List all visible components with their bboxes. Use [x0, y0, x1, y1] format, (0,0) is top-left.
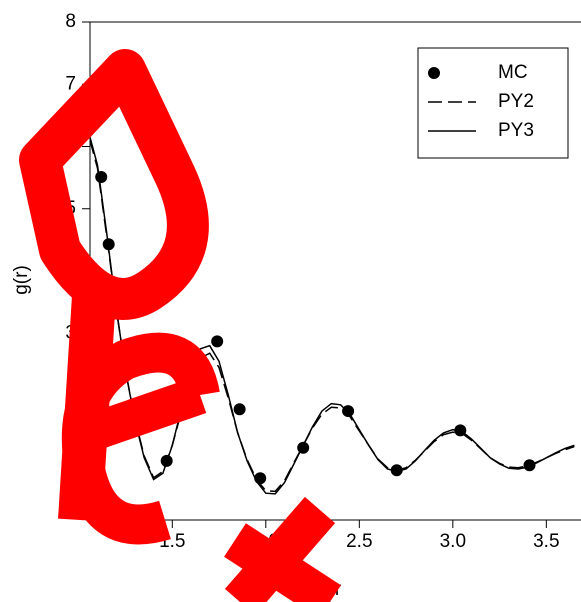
watermark-r-bowl [40, 70, 188, 299]
legend-label: PY3 [498, 120, 534, 141]
mc-point [254, 472, 266, 484]
legend-label: PY2 [498, 91, 534, 112]
y-tick-label: 7 [65, 73, 76, 94]
mc-point [95, 171, 107, 183]
x-tick-label: 3.5 [533, 531, 559, 552]
x-tick-label: 3.0 [440, 531, 466, 552]
watermark-e-loop [82, 353, 200, 525]
legend: MC PY2 PY3 [418, 48, 568, 158]
legend-box [418, 48, 568, 158]
x-tick-label: 2.5 [346, 531, 372, 552]
page: 1.52.02.53.03.512345678 r g(r) MCPY2PY3 … [0, 0, 581, 602]
watermark-x [235, 510, 330, 602]
legend-marker [428, 67, 440, 79]
mc-point [211, 335, 223, 347]
legend-label: MC [498, 62, 528, 83]
mc-point [234, 403, 246, 415]
y-tick-label: 8 [65, 11, 76, 32]
watermark [40, 70, 330, 602]
y-axis-label: g(r) [11, 265, 32, 295]
chart: 1.52.02.53.03.512345678 r g(r) MCPY2PY3 [0, 0, 581, 602]
